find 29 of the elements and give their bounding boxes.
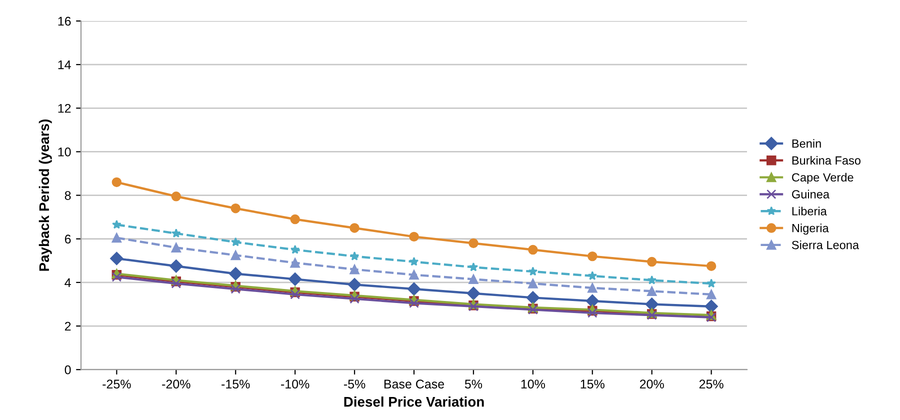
x-tick-label: -10% — [281, 380, 310, 389]
y-tick-label: 10 — [58, 148, 71, 156]
x-tick-label: -5% — [344, 380, 366, 389]
legend-label: Guinea — [792, 190, 830, 198]
y-tick-label: 8 — [64, 191, 71, 200]
x-tick-label: -25% — [102, 380, 131, 389]
legend-label: Burkina Faso — [792, 156, 860, 165]
y-tick-label: 12 — [58, 104, 71, 113]
y-tick-label: 6 — [64, 234, 71, 244]
legend-label: Benin — [792, 139, 821, 148]
y-axis-title: Payback Period (years) — [38, 120, 52, 271]
y-tick-label: 4 — [64, 278, 71, 287]
legend-label: Liberia — [792, 206, 827, 216]
y-tick-label: 14 — [58, 60, 71, 70]
x-tick-label: -15% — [222, 380, 250, 389]
y-tick-label: 16 — [58, 16, 71, 26]
x-tick-label: 10% — [521, 380, 545, 389]
x-tick-label: 25% — [699, 380, 724, 389]
legend-label: Sierra Leona — [792, 240, 860, 250]
x-tick-label: 15% — [580, 380, 604, 389]
x-tick-label: 20% — [640, 380, 664, 389]
y-tick-label: 0 — [64, 365, 71, 374]
x-axis-title: Diesel Price Variation — [344, 396, 484, 407]
x-tick-label: Base Case — [384, 380, 444, 389]
legend-label: Cape Verde — [792, 172, 854, 184]
x-tick-label: 5% — [464, 380, 482, 389]
y-tick-label: 2 — [64, 322, 71, 331]
legend-label: Nigeria — [792, 224, 829, 235]
x-tick-label: -20% — [162, 380, 190, 389]
